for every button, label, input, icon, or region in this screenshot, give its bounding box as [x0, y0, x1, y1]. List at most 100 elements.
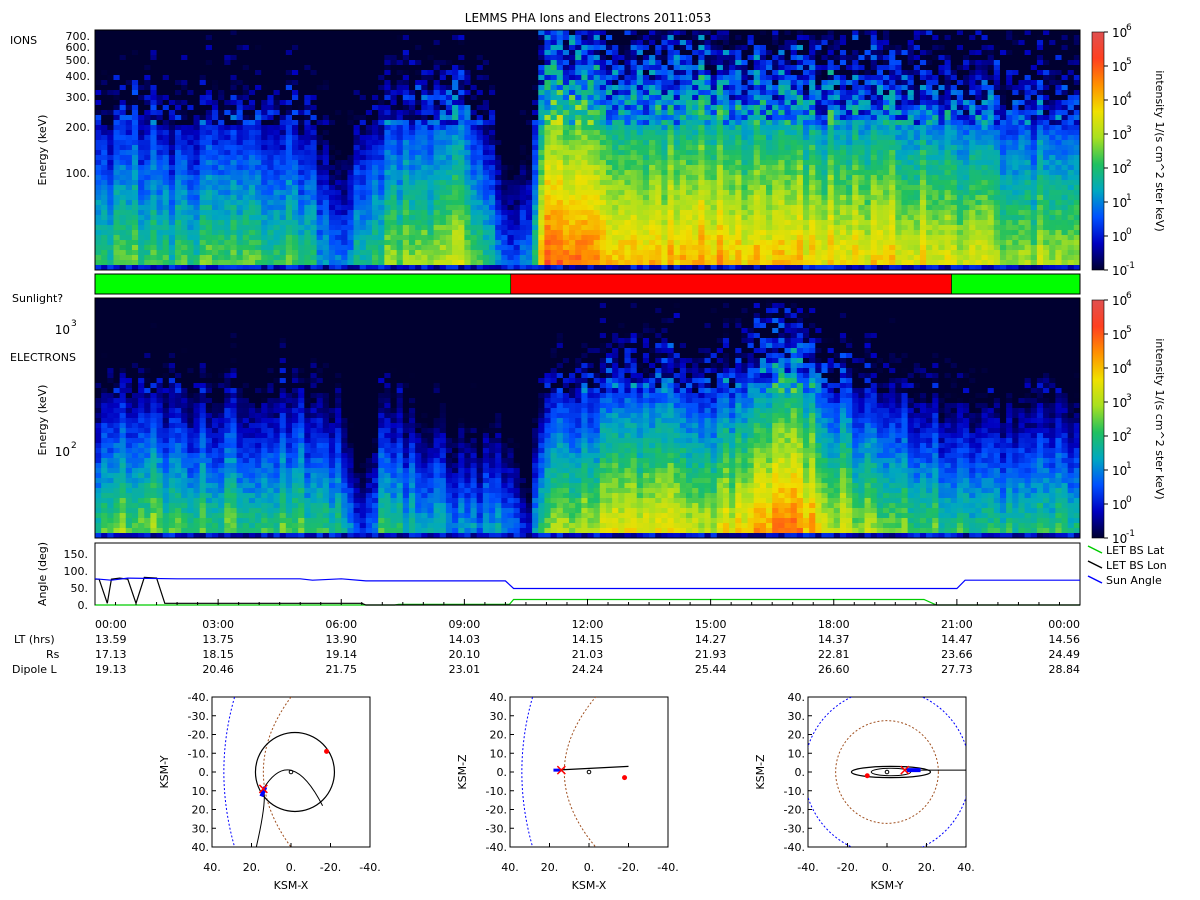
spectro-cell [661, 210, 668, 216]
spectro-cell [686, 95, 693, 101]
spectro-cell [150, 135, 157, 141]
spectro-cell [489, 180, 496, 186]
spectro-cell [316, 210, 324, 216]
spectro-cell [310, 190, 318, 196]
spectro-cell [470, 200, 478, 206]
spectro-cell [119, 210, 127, 216]
spectro-cell [612, 50, 619, 56]
spectro-cell [347, 225, 354, 231]
spectro-cell [267, 115, 274, 121]
spectro-cell [156, 110, 164, 116]
spectro-cell [341, 190, 348, 196]
spectro-cell [384, 215, 391, 221]
spectro-cell [316, 140, 324, 146]
spectro-cell [230, 160, 237, 166]
spectro-cell [224, 240, 231, 246]
spectro-cell [328, 80, 336, 86]
spectro-cell [273, 155, 281, 161]
spectro-cell [704, 30, 712, 36]
spectro-cell [507, 220, 515, 226]
spectro-cell [612, 160, 619, 166]
spectro-cell [156, 45, 164, 51]
spectro-cell [230, 45, 237, 51]
spectro-cell [236, 190, 244, 196]
spectro-cell [556, 175, 564, 181]
spectro-cell [532, 140, 539, 146]
spectro-cell [316, 115, 324, 121]
spectro-cell [205, 175, 213, 181]
spectro-cell [230, 250, 237, 256]
spectro-cell [138, 210, 145, 216]
spectro-cell [125, 125, 133, 131]
spectro-cell [538, 85, 545, 91]
spectro-cell [279, 250, 287, 256]
spectro-cell [328, 255, 336, 261]
spectro-cell [421, 130, 428, 136]
spectro-cell [452, 80, 459, 86]
spectro-cell [667, 225, 675, 231]
spectro-cell [513, 45, 521, 51]
spectro-cell [452, 175, 459, 181]
spectro-cell [710, 40, 718, 46]
spectro-cell [378, 120, 385, 126]
spectro-cell [230, 115, 237, 121]
spectro-cell [470, 120, 478, 126]
spectro-cell [236, 40, 244, 46]
spectro-cell [519, 200, 527, 206]
spectro-cell [704, 140, 712, 146]
spectro-cell [704, 260, 712, 266]
spectro-cell [107, 200, 114, 206]
spectro-cell [248, 150, 256, 156]
spectro-cell [519, 125, 527, 131]
spectro-cell [230, 155, 237, 161]
spectro-cell [193, 230, 201, 236]
spectro-cell [224, 195, 231, 201]
spectro-cell [156, 215, 164, 221]
spectro-cell [729, 215, 736, 221]
spectro-cell [347, 190, 354, 196]
spectro-cell [612, 100, 619, 106]
spectro-cell [673, 70, 681, 76]
spectro-cell [649, 165, 656, 171]
spectro-cell [439, 215, 447, 221]
spectro-cell [119, 115, 127, 121]
spectro-cell [636, 130, 644, 136]
spectro-cell [599, 175, 607, 181]
spectro-cell [224, 130, 231, 136]
spectro-cell [138, 30, 145, 36]
spectro-cell [316, 265, 324, 270]
spectro-cell [495, 85, 502, 91]
spectro-cell [415, 125, 422, 131]
spectro-cell [144, 55, 151, 61]
spectro-cell [513, 115, 521, 121]
spectro-cell [310, 115, 318, 121]
spectro-cell [261, 80, 268, 86]
spectro-cell [655, 225, 662, 231]
spectro-cell [211, 150, 219, 156]
spectro-cell [230, 170, 237, 176]
spectro-cell [593, 90, 601, 96]
spectro-cell [125, 205, 133, 211]
spectro-cell [101, 250, 108, 256]
spectro-cell [544, 260, 551, 266]
spectro-cell [661, 75, 668, 81]
spectro-cell [402, 100, 410, 106]
spectro-cell [489, 100, 496, 106]
spectro-cell [649, 145, 656, 151]
spectro-cell [181, 265, 188, 270]
spectro-cell [378, 260, 385, 266]
spectro-cell [402, 240, 410, 246]
spectro-cell [322, 195, 330, 201]
spectro-cell [267, 45, 274, 51]
spectro-cell [692, 170, 699, 176]
spectro-cell [482, 235, 490, 241]
spectro-cell [328, 180, 336, 186]
spectro-cell [722, 200, 730, 206]
spectro-cell [710, 160, 718, 166]
spectro-cell [593, 215, 601, 221]
spectro-cell [378, 45, 385, 51]
spectro-cell [729, 170, 736, 176]
spectro-cell [236, 90, 244, 96]
spectro-cell [495, 135, 502, 141]
spectro-cell [710, 265, 718, 270]
